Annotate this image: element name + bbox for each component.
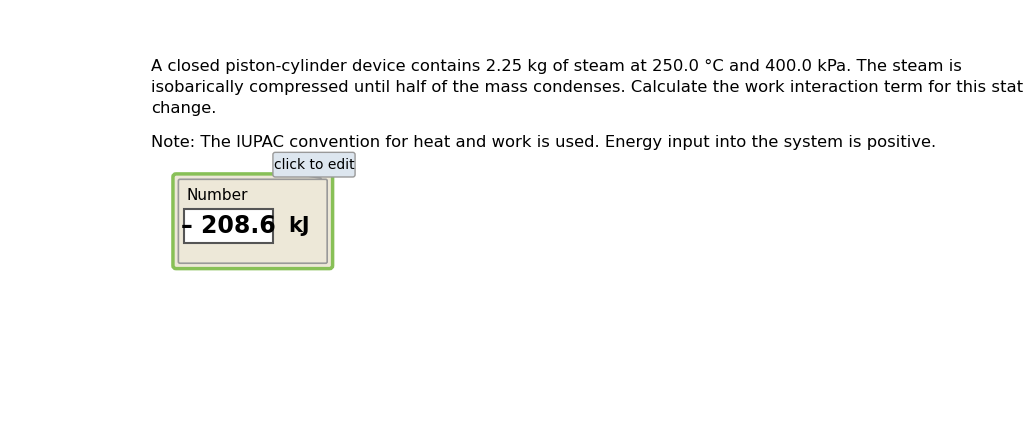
Text: click to edit: click to edit [273,158,354,172]
FancyBboxPatch shape [183,209,273,243]
FancyBboxPatch shape [178,179,328,263]
FancyBboxPatch shape [273,152,355,177]
FancyBboxPatch shape [173,174,333,269]
Text: Number: Number [187,188,249,203]
Text: A closed piston-cylinder device contains 2.25 kg of steam at 250.0 °C and 400.0 : A closed piston-cylinder device contains… [152,59,1024,116]
Text: – 208.6: – 208.6 [181,214,275,238]
Text: kJ: kJ [289,216,310,236]
Polygon shape [299,175,322,178]
Text: Note: The IUPAC convention for heat and work is used. Energy input into the syst: Note: The IUPAC convention for heat and … [152,135,936,150]
